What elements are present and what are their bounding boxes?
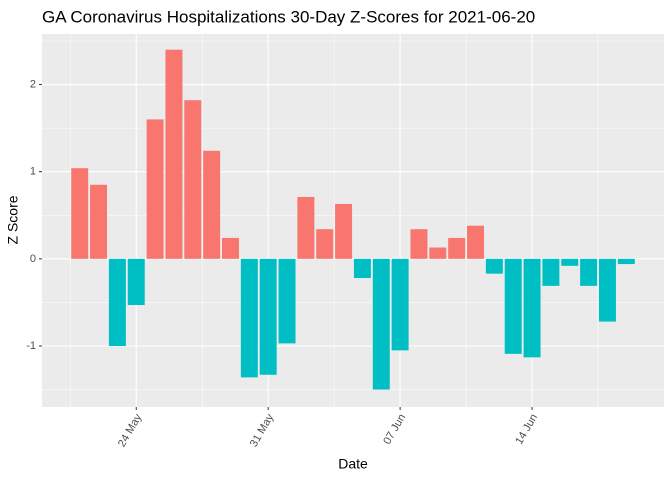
bar [278,258,296,344]
bar [71,168,89,259]
bar [108,258,126,346]
bar [617,258,635,265]
x-tick-label: 24 May [116,412,145,450]
bar [222,237,239,259]
bar [580,258,598,286]
y-tick-label: 2 [30,78,36,90]
chart-title: GA Coronavirus Hospitalizations 30-Day Z… [42,7,535,26]
bar [90,184,108,259]
x-tick-label: 31 May [248,412,277,450]
bar [467,225,484,259]
bar [259,258,277,375]
y-tick-label: -1 [26,340,36,352]
bar [165,49,183,259]
bar [184,100,202,259]
bar [561,258,579,266]
plot-panel [42,34,664,407]
y-axis-title: Z Score [5,195,21,244]
bar [598,258,616,322]
bar [523,258,541,358]
y-tick-label: 1 [30,166,36,178]
bar [372,258,390,390]
bar [316,229,334,259]
bar [542,258,560,286]
x-axis-title: Date [338,456,368,472]
x-tick-label: 07 Jun [381,412,408,447]
bar [429,247,447,259]
y-tick-label: 0 [30,253,36,265]
x-tick-label: 14 Jun [513,412,540,447]
bar [448,237,466,259]
bar [127,258,145,306]
bar [240,258,258,378]
bar [504,258,522,354]
bar [203,150,221,259]
bar [146,119,164,259]
bar [391,258,409,351]
bar [353,258,371,279]
bar [485,258,503,274]
bar [297,196,315,259]
bar [335,203,353,259]
bar [410,229,428,259]
